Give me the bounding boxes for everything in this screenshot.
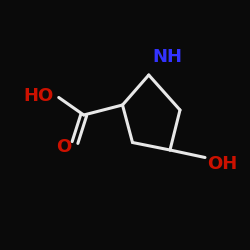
Text: O: O <box>56 138 72 156</box>
Text: NH: NH <box>152 48 182 66</box>
Text: OH: OH <box>207 155 237 173</box>
Text: HO: HO <box>24 87 54 105</box>
